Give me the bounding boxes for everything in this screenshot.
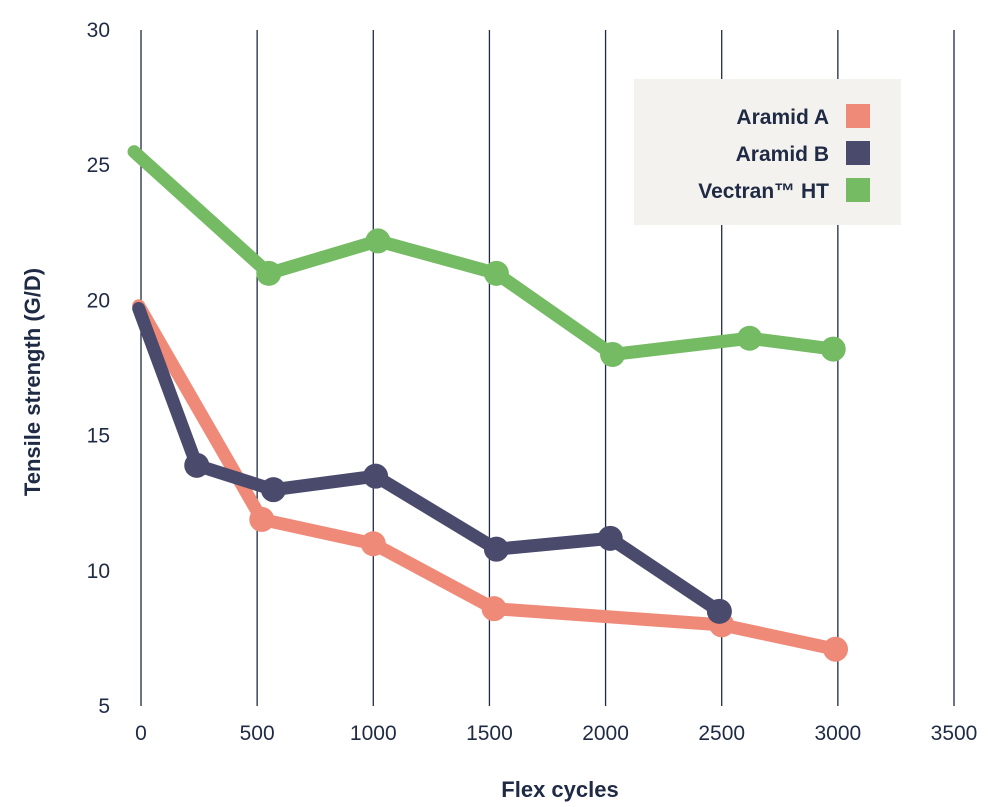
- x-tick-label: 3000: [814, 722, 861, 745]
- legend-label: Aramid B: [736, 143, 829, 166]
- y-tick-label: 20: [87, 289, 110, 312]
- y-tick-label: 10: [87, 560, 110, 583]
- data-point-vectran-ht: [820, 336, 846, 362]
- data-point-aramid-b: [184, 452, 210, 478]
- data-point-vectran-ht: [365, 228, 391, 254]
- data-series: [127, 145, 849, 662]
- series-aramid-b: [132, 302, 732, 624]
- x-tick-label: 1000: [350, 722, 397, 745]
- data-point-aramid-a: [823, 636, 849, 662]
- data-point-aramid-b: [260, 477, 286, 503]
- x-tick-label: 2500: [698, 722, 745, 745]
- series-vectran-ht: [127, 145, 846, 367]
- legend-swatch: [846, 104, 870, 128]
- legend-swatch: [846, 178, 870, 202]
- x-axis-ticks: 0 500 1000 1500 2000 2500 3000 3500: [135, 722, 977, 745]
- legend: Aramid A Aramid B Vectran™ HT: [634, 79, 901, 225]
- data-point-aramid-b: [483, 536, 509, 562]
- data-point-aramid-b: [706, 598, 732, 624]
- data-point-aramid-b: [363, 463, 389, 489]
- y-tick-label: 15: [87, 425, 110, 448]
- legend-swatch: [846, 141, 870, 165]
- x-tick-label: 500: [240, 722, 275, 745]
- data-point-vectran-ht: [737, 325, 763, 351]
- data-point-vectran-ht: [256, 260, 282, 286]
- y-tick-label: 5: [98, 695, 110, 718]
- legend-label: Aramid A: [736, 106, 829, 129]
- x-tick-label: 3500: [931, 722, 978, 745]
- data-point-aramid-a: [360, 531, 386, 557]
- y-axis-title: Tensile strength (G/D): [20, 268, 45, 496]
- data-point-vectran-ht: [483, 260, 509, 286]
- y-tick-label: 25: [87, 154, 110, 177]
- x-tick-label: 2000: [582, 722, 629, 745]
- y-axis-ticks: 5 10 15 20 25 30: [87, 19, 110, 718]
- legend-label: Vectran™ HT: [698, 180, 829, 203]
- data-point-aramid-a: [249, 506, 275, 532]
- x-tick-label: 1500: [466, 722, 513, 745]
- y-tick-label: 30: [87, 19, 110, 42]
- data-point-vectran-ht: [600, 341, 626, 367]
- x-tick-label: 0: [135, 722, 147, 745]
- x-axis-title: Flex cycles: [501, 777, 618, 802]
- data-point-aramid-a: [481, 596, 507, 622]
- data-point-aramid-b: [597, 525, 623, 551]
